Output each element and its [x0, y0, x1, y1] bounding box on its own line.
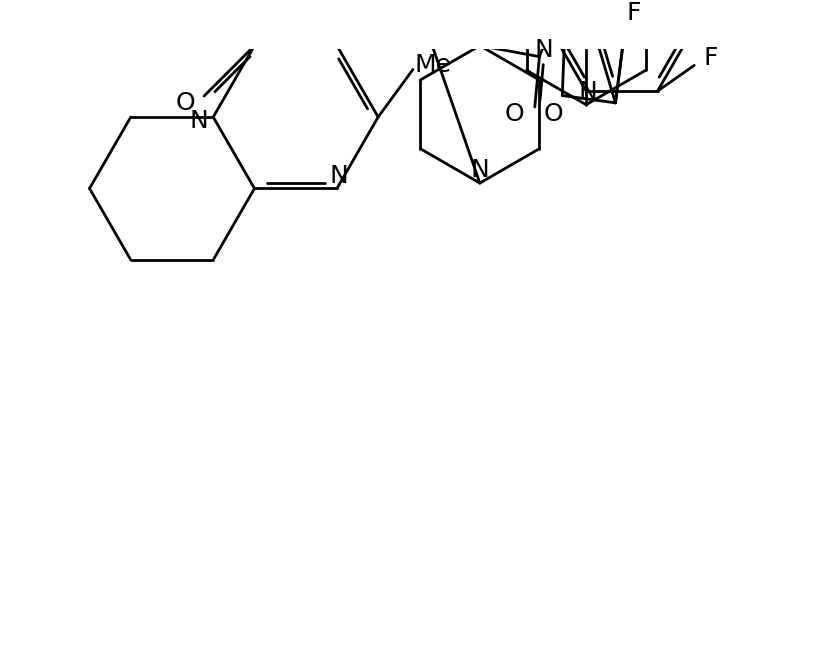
Text: O: O	[176, 91, 196, 115]
Text: N: N	[329, 163, 348, 188]
Text: N: N	[189, 109, 208, 133]
Text: N: N	[535, 38, 554, 62]
Text: N: N	[470, 158, 489, 182]
Text: Me: Me	[415, 53, 451, 77]
Text: F: F	[704, 46, 718, 70]
Text: F: F	[626, 1, 640, 25]
Text: O: O	[505, 103, 525, 127]
Text: O: O	[544, 102, 563, 126]
Text: N: N	[578, 80, 597, 104]
